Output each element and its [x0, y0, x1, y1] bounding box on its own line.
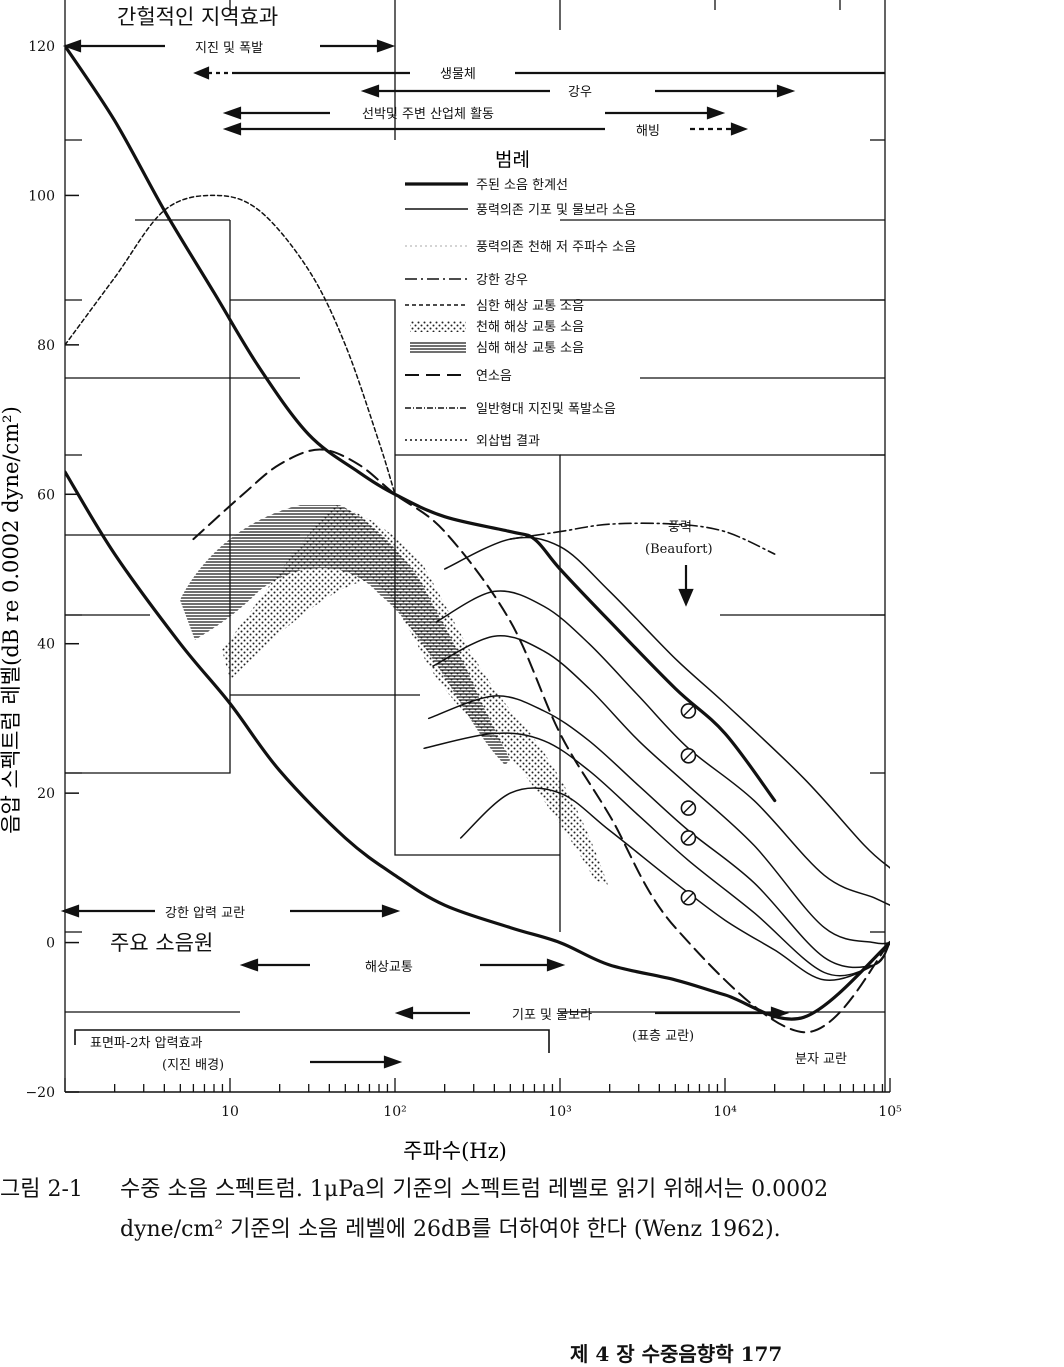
annotation-traffic: 해상교통	[365, 960, 413, 975]
x-tick-label: 10	[221, 1104, 239, 1120]
annotation-molecular: 분자 교란	[795, 1052, 847, 1067]
annotation-ice: 해빙	[636, 124, 660, 139]
wind-marker-4	[680, 889, 697, 906]
x-tick-label: 10³	[548, 1104, 571, 1120]
annotation-beaufort-en: (Beaufort)	[645, 542, 713, 557]
annotation-rain: 강우	[568, 85, 592, 100]
annotation-pressure: 강한 압력 교란	[165, 906, 245, 921]
y-tick-label: 80	[37, 338, 55, 354]
annotation-seismic: 표면파-2차 압력효과	[90, 1036, 203, 1051]
annotations: 간헐적인 지역효과 주요 소음원 지진 및 폭발 생물체 강우 선박및 주변 산…	[90, 5, 847, 1073]
page-footer: 제 4 장 수중음향학 177	[570, 1342, 783, 1366]
shallow-traffic-region	[222, 505, 608, 885]
series-layer	[65, 44, 890, 1034]
y-tick-label: −20	[25, 1085, 55, 1101]
y-tick-label: 100	[28, 188, 55, 204]
y-tick-label: 20	[37, 786, 55, 802]
legend-item: 연소음	[405, 369, 512, 384]
legend-label: 천해 해상 교통 소음	[476, 320, 584, 335]
y-tick-label: 40	[37, 637, 55, 653]
caption-label: 그림 2-1	[0, 1177, 83, 1202]
series-line-5	[443, 536, 890, 869]
series-line-8	[427, 695, 890, 969]
legend-item: 일반형대 지진및 폭발소음	[405, 402, 616, 417]
annotation-biological: 생물체	[440, 67, 476, 82]
legend-label: 풍력의존 천해 저 주파수 소음	[476, 240, 636, 255]
annotation-earthquake: 지진 및 폭발	[195, 41, 263, 56]
legend-label: 외삽법 결과	[476, 434, 540, 449]
seismic-bracket	[74, 1029, 550, 1053]
series-line-1	[65, 470, 890, 1021]
series-line-0	[65, 44, 777, 803]
legend-label: 심해 해상 교통 소음	[476, 341, 584, 356]
annotation-bottom-left-title: 주요 소음원	[110, 931, 213, 955]
legend-label: 강한 강우	[476, 273, 528, 288]
annotation-beaufort-kr: 풍력	[668, 520, 692, 535]
legend-label: 연소음	[476, 369, 512, 384]
legend-item: 심해 해상 교통 소음	[410, 341, 584, 356]
legend-swatch	[410, 342, 466, 353]
background-step-grid	[64, 0, 886, 1092]
legend-item: 외삽법 결과	[405, 434, 540, 449]
series-line-4	[509, 522, 776, 555]
series-line-10	[459, 787, 890, 981]
y-tick-label: 120	[28, 39, 55, 55]
wind-marker-1	[680, 747, 697, 764]
annotation-surface: (표층 교란)	[632, 1029, 694, 1044]
x-axis-label: 주파수(Hz)	[403, 1139, 507, 1163]
wind-markers	[680, 703, 697, 906]
legend-item: 풍력의존 기포 및 물보라 소음	[405, 203, 636, 218]
noise-spectrum-chart: 10 10² 10³ 10⁴ 10⁵ 120 100 80 60 40 20 0 −20	[0, 0, 902, 1163]
y-axis: 120 100 80 60 40 20 0 −20	[25, 39, 79, 1101]
legend-label: 풍력의존 기포 및 물보라 소음	[476, 203, 636, 218]
annotation-arrows	[60, 39, 885, 1069]
legend-swatch	[410, 321, 466, 332]
annotation-seismic-sub: (지진 배경)	[162, 1058, 224, 1073]
caption-text: 수중 소음 스펙트럼. 1μPa의 기준의 스펙트럼 레벨로 읽기 위해서는 0…	[120, 1177, 829, 1242]
x-tick-label: 10⁴	[713, 1104, 737, 1120]
series-line-9	[423, 732, 890, 977]
x-axis-ticks: 10 10² 10³ 10⁴ 10⁵	[64, 1078, 902, 1120]
x-tick-label: 10⁵	[878, 1104, 902, 1120]
y-tick-label: 0	[46, 936, 55, 952]
annotation-bubbles: 기포 및 물보라	[512, 1008, 592, 1023]
legend-label: 심한 해상 교통 소음	[476, 299, 584, 314]
annotation-top-left-title: 간헐적인 지역효과	[117, 5, 278, 29]
legend-item: 천해 해상 교통 소음	[410, 320, 584, 335]
deep-traffic-region	[180, 505, 510, 765]
x-tick-label: 10²	[383, 1104, 406, 1120]
legend-item: 심한 해상 교통 소음	[405, 299, 584, 314]
wind-marker-3	[680, 830, 697, 846]
legend-item: 강한 강우	[405, 273, 528, 288]
legend-label: 주된 소음 한계선	[476, 178, 568, 193]
legend-item: 주된 소음 한계선	[405, 178, 568, 193]
y-axis-label: 음압 스펙트럼 레벨(dB re 0.0002 dyne/cm²)	[0, 406, 23, 834]
legend-item: 풍력의존 천해 저 주파수 소음	[405, 240, 636, 255]
legend-title: 범례	[495, 149, 530, 171]
series-line-3	[192, 448, 890, 1034]
y-axis-ticks: 120 100 80 60 40 20 0 −20	[25, 39, 79, 1101]
series-line-6	[436, 590, 890, 906]
series-line-2	[65, 194, 396, 496]
x-axis: 10 10² 10³ 10⁴ 10⁵	[64, 1078, 902, 1120]
legend-label: 일반형대 지진및 폭발소음	[476, 402, 616, 417]
wind-marker-0	[680, 703, 697, 719]
wind-marker-2	[680, 800, 697, 816]
series-line-7	[432, 635, 890, 945]
y-tick-label: 60	[37, 487, 55, 503]
annotation-shipping-industry: 선박및 주변 산업체 활동	[362, 107, 494, 122]
